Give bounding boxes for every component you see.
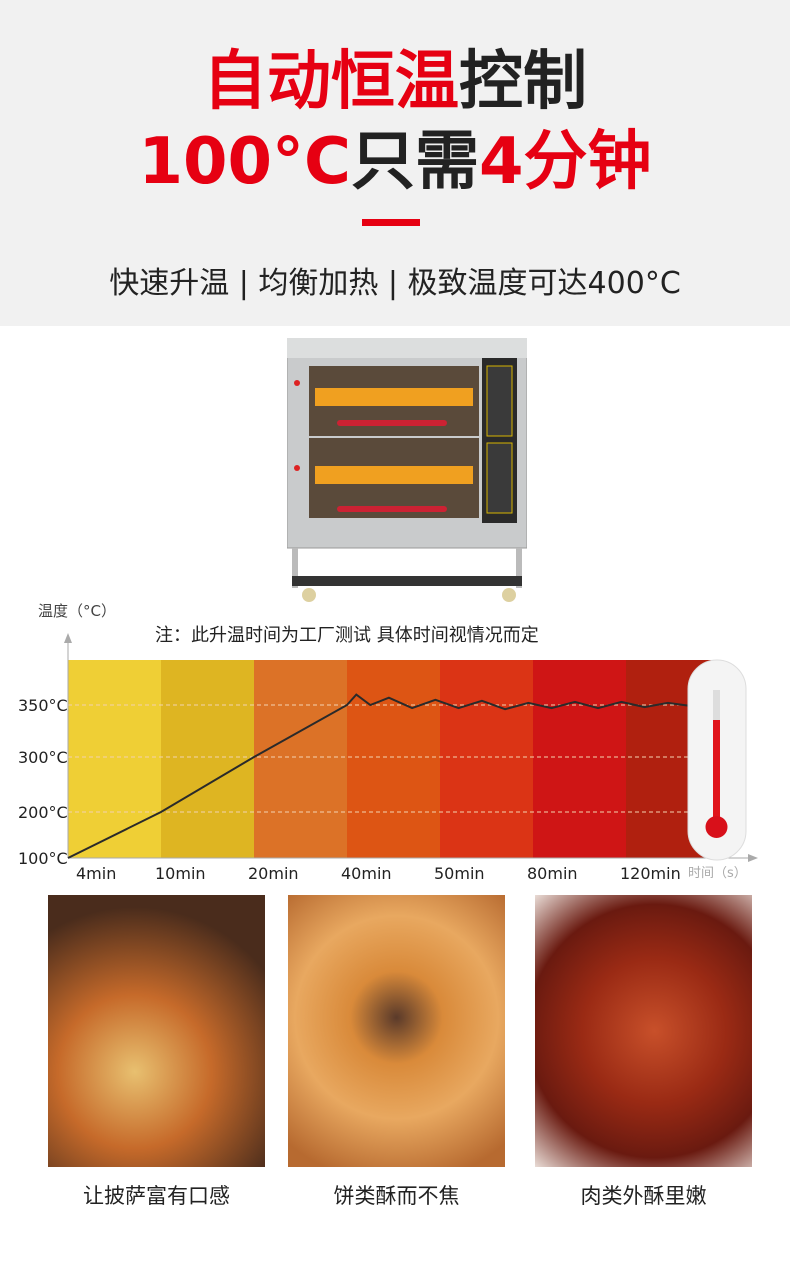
oven-image bbox=[287, 338, 527, 602]
pastry-photo bbox=[288, 895, 505, 1167]
thermometer-icon bbox=[687, 659, 747, 861]
y-axis-arrow-icon bbox=[64, 633, 72, 643]
headline-line1: 自动恒温控制 bbox=[0, 42, 790, 122]
y-axis-label: 温度（°C） bbox=[38, 602, 116, 620]
x-tick-label: 40min bbox=[341, 864, 392, 883]
temperature-curve bbox=[67, 693, 692, 859]
caption-pizza: 让披萨富有口感 bbox=[83, 1184, 230, 1208]
x-tick-label: 10min bbox=[155, 864, 206, 883]
temperature-band bbox=[347, 660, 441, 858]
headline-red: 自动恒温 bbox=[203, 45, 459, 119]
temperature-chart: 温度（°C） 注：此升温时间为工厂测试 具体时间视情况而定 100°C 200°C… bbox=[18, 602, 758, 883]
headline-line2: 100°C只需4分钟 bbox=[0, 122, 790, 202]
headline-temp: 100°C bbox=[138, 125, 352, 199]
x-tick-label: 120min bbox=[620, 864, 681, 883]
x-tick-label: 4min bbox=[76, 864, 116, 883]
headline-dark2: 只需 bbox=[351, 125, 480, 199]
headline-time: 4分钟 bbox=[479, 125, 652, 199]
x-axis-label: 时间（s） bbox=[688, 866, 747, 881]
x-tick-label: 80min bbox=[527, 864, 578, 883]
temperature-band bbox=[533, 660, 627, 858]
temperature-band bbox=[440, 660, 534, 858]
y-tick-label: 200°C bbox=[18, 803, 68, 822]
temperature-band bbox=[254, 660, 348, 858]
chart-note: 注：此升温时间为工厂测试 具体时间视情况而定 bbox=[155, 625, 539, 646]
y-tick-label: 350°C bbox=[18, 696, 68, 715]
temperature-band bbox=[161, 660, 255, 858]
chicken-wings-photo bbox=[535, 895, 752, 1167]
pizza-photo bbox=[48, 895, 265, 1167]
header-banner: 自动恒温控制 100°C只需4分钟 快速升温 | 均衡加热 | 极致温度可达40… bbox=[0, 0, 790, 326]
divider-bar bbox=[362, 219, 420, 226]
y-tick-label: 300°C bbox=[18, 748, 68, 767]
x-tick-label: 50min bbox=[434, 864, 485, 883]
subtitle: 快速升温 | 均衡加热 | 极致温度可达400°C bbox=[109, 266, 681, 301]
x-tick-label: 20min bbox=[248, 864, 299, 883]
x-axis-arrow-icon bbox=[748, 854, 758, 862]
caption-meat: 肉类外酥里嫩 bbox=[580, 1184, 707, 1208]
temperature-band bbox=[68, 660, 162, 858]
caption-pastry: 饼类酥而不焦 bbox=[333, 1184, 460, 1208]
headline-dark: 控制 bbox=[459, 45, 587, 119]
y-tick-label: 100°C bbox=[18, 849, 68, 868]
